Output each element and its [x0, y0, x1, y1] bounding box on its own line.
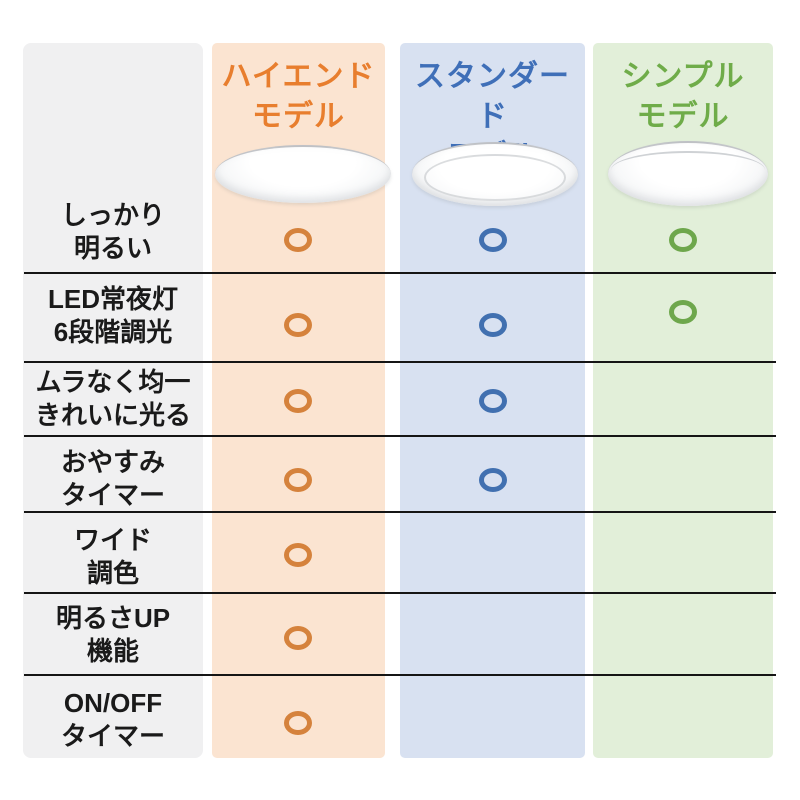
lamp-rim — [423, 153, 567, 202]
availability-circle — [284, 228, 312, 252]
availability-circle — [479, 228, 507, 252]
feature-label: ON/OFF タイマー — [60, 687, 165, 751]
lamp-rim-line — [611, 150, 765, 190]
availability-circle — [479, 468, 507, 492]
row-divider — [24, 272, 776, 274]
availability-circle — [284, 626, 312, 650]
feature-label-column — [23, 43, 203, 758]
availability-circle — [669, 300, 697, 324]
ceiling-light-image-standard — [412, 142, 578, 206]
availability-circle — [479, 389, 507, 413]
feature-label: LED常夜灯 6段階調光 — [47, 283, 178, 347]
feature-label: おやすみ タイマー — [60, 446, 165, 510]
feature-label: 明るさUP 機能 — [55, 602, 171, 666]
availability-circle — [284, 468, 312, 492]
row-divider — [24, 674, 776, 676]
row-divider — [24, 435, 776, 437]
ceiling-light-image-high-end — [215, 145, 391, 203]
model-name-high-end: ハイエンド モデル — [221, 60, 376, 133]
model-name-simple: シンプル モデル — [621, 60, 745, 133]
availability-circle — [479, 313, 507, 337]
ceiling-light-image-simple — [608, 141, 768, 206]
feature-label: しっかり 明るい — [60, 199, 165, 263]
availability-circle — [284, 711, 312, 735]
feature-label: ムラなく均一 きれいに光る — [34, 366, 191, 430]
availability-circle — [284, 313, 312, 337]
row-divider — [24, 361, 776, 363]
row-divider — [24, 511, 776, 513]
availability-circle — [669, 228, 697, 252]
feature-label: ワイド 調色 — [73, 524, 152, 588]
availability-circle — [284, 389, 312, 413]
availability-circle — [284, 543, 312, 567]
row-divider — [24, 592, 776, 594]
